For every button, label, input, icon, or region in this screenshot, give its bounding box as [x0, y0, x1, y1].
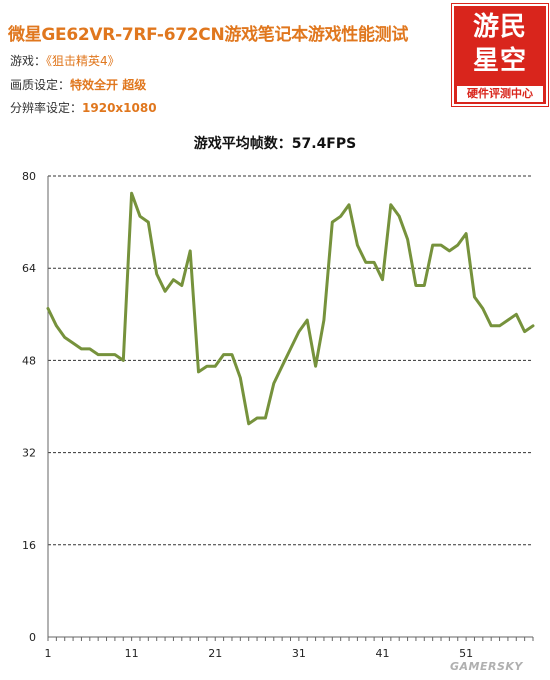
- y-tick-label: 0: [29, 631, 36, 644]
- logo-line1: 游民: [472, 12, 527, 42]
- y-tick-label: 48: [22, 354, 36, 367]
- x-tick-label: 51: [459, 647, 473, 660]
- game-value: 《狙击精英4》: [46, 54, 120, 68]
- y-tick-label: 16: [22, 539, 36, 552]
- quality-value: 特效全开 超级: [70, 78, 147, 92]
- logo-line2: 星空: [472, 46, 527, 76]
- resolution-info: 分辨率设定：1920x1080: [10, 99, 157, 116]
- quality-info: 画质设定：特效全开 超级: [10, 76, 146, 93]
- chart-title: 游戏平均帧数：57.4FPS: [193, 136, 357, 152]
- game-info: 游戏：《狙击精英4》: [10, 52, 120, 69]
- x-tick-label: 11: [125, 647, 139, 660]
- logo-sub: 硬件评测中心: [457, 86, 543, 102]
- y-tick-label: 32: [22, 447, 36, 460]
- x-tick-label: 21: [208, 647, 222, 660]
- x-tick-label: 1: [45, 647, 52, 660]
- page-title: 微星GE62VR-7RF-672CN游戏笔记本游戏性能测试: [8, 25, 409, 45]
- y-tick-label: 80: [22, 170, 36, 183]
- x-tick-label: 31: [292, 647, 306, 660]
- game-label: 游戏：: [10, 54, 47, 68]
- resolution-label: 分辨率设定：: [10, 101, 83, 115]
- fps-series-line: [46, 191, 535, 426]
- quality-label: 画质设定：: [10, 78, 71, 92]
- watermark: GAMERSKY: [450, 660, 523, 673]
- x-tick-label: 41: [375, 647, 389, 660]
- y-tick-label: 64: [22, 262, 36, 275]
- resolution-value: 1920x1080: [82, 101, 157, 115]
- gamersky-logo: 游民 星空 硬件评测中心: [452, 4, 548, 106]
